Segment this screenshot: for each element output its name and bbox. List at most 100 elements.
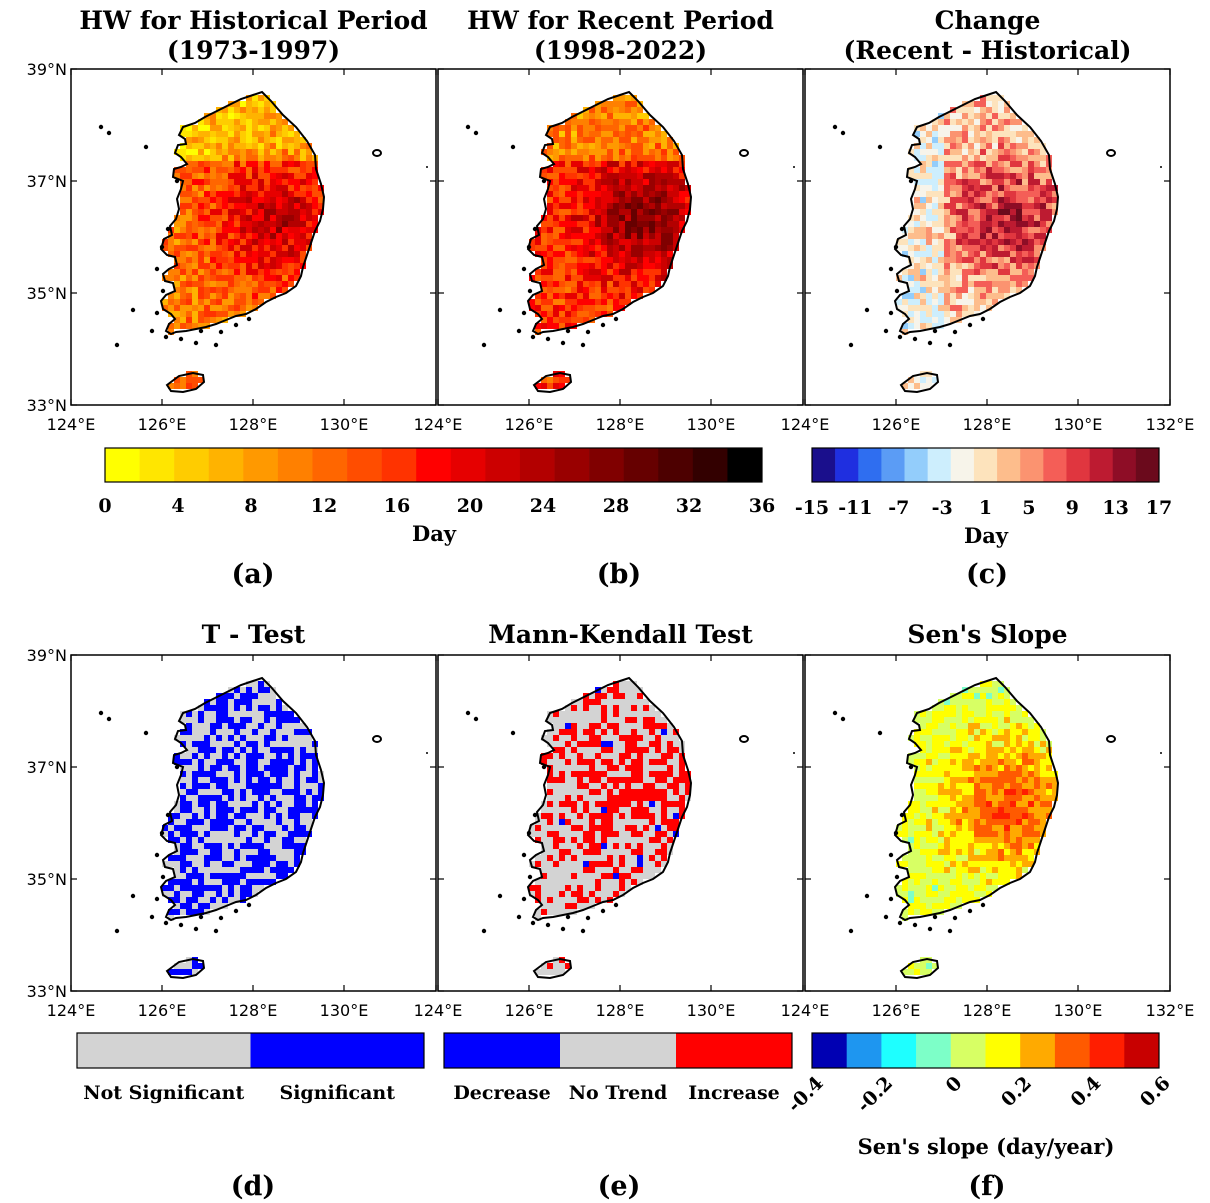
colorbar-swatch <box>881 1033 917 1068</box>
lon-tick-label: 124°E <box>781 415 830 434</box>
island <box>521 266 527 272</box>
lon-tick-label: 124°E <box>47 1001 96 1020</box>
island <box>198 328 204 334</box>
island <box>510 144 516 150</box>
colorbar-swatch <box>1112 448 1137 482</box>
lat-tick-label: 35°N <box>27 870 67 889</box>
grid-cells <box>162 101 318 323</box>
island <box>510 730 516 736</box>
lat-tick-label: 39°N <box>27 60 67 79</box>
island <box>465 124 471 130</box>
panel-b: 124°E 126°E 128°E 130°E HW for Recent Period… <box>414 6 804 434</box>
panel-f-title: Sen's Slope <box>907 620 1067 649</box>
island <box>246 902 252 908</box>
category-label: Decrease <box>453 1082 550 1104</box>
lon-tick-label: 124°E <box>414 1001 463 1020</box>
island <box>165 812 171 818</box>
colorbar-swatch <box>1054 1033 1090 1068</box>
island <box>888 852 894 858</box>
island <box>473 130 479 136</box>
island <box>521 310 527 316</box>
dokdo-island <box>1160 752 1162 754</box>
island <box>174 178 180 184</box>
island <box>497 893 503 899</box>
colorbar-swatch <box>835 448 859 482</box>
colorbar-swatch <box>658 448 694 482</box>
island <box>908 178 914 184</box>
lon-tick-label: 124°E <box>414 415 463 434</box>
island <box>98 124 104 130</box>
island <box>193 926 199 932</box>
island <box>585 915 591 921</box>
panel-b-title: HW for Recent Period <box>467 6 774 35</box>
ulleung-island <box>372 735 382 743</box>
map-c <box>832 90 1162 394</box>
jeju-coastline <box>165 957 206 980</box>
colorbar-frame <box>443 1032 793 1069</box>
grid-cells <box>571 161 691 299</box>
lat-tick-label: 35°N <box>27 284 67 303</box>
colorbar-swatch <box>1124 1033 1160 1068</box>
island <box>159 830 165 836</box>
jeju-coastline <box>899 371 940 394</box>
lon-tick-label: 126°E <box>872 1001 921 1020</box>
grid-cells <box>529 681 691 969</box>
lon-tick-label: 132°E <box>1146 1001 1195 1020</box>
grid-cells <box>529 125 691 383</box>
island <box>883 914 889 920</box>
lon-tick-label: 130°E <box>687 415 736 434</box>
colorbar-e: Decrease No Trend Increase <box>443 1032 793 1104</box>
colorbar-swatch <box>105 448 140 482</box>
grid-cells <box>210 161 324 281</box>
island <box>106 130 112 136</box>
island <box>530 334 536 340</box>
grid-cells <box>980 179 1046 251</box>
dokdo-island <box>793 752 795 754</box>
island <box>840 716 846 722</box>
island <box>143 144 149 150</box>
island <box>165 226 171 232</box>
island <box>580 342 586 348</box>
colorbar-swatch <box>904 448 928 482</box>
island <box>521 852 527 858</box>
colorbar-swatch <box>1020 448 1044 482</box>
island <box>560 340 566 346</box>
panel-c-title: (Recent - Historical) <box>844 36 1132 65</box>
island <box>154 266 160 272</box>
colorbar-swatch <box>243 448 279 482</box>
colorbar-swatch <box>139 448 175 482</box>
island <box>218 329 224 335</box>
lat-tick-label: 33°N <box>27 396 67 415</box>
lat-tick-label: 37°N <box>27 172 67 191</box>
island <box>532 226 538 232</box>
island <box>897 920 903 926</box>
island <box>952 915 958 921</box>
colorbar-swatch <box>1020 1033 1056 1068</box>
island <box>465 710 471 716</box>
colorbar-swatch <box>347 448 382 482</box>
map-f <box>832 676 1162 980</box>
island <box>130 893 136 899</box>
jeju-coastline <box>532 371 573 394</box>
colorbar-swatch <box>450 448 486 482</box>
colorbar-c: -15 -11 -7 -3 1 5 9 13 17 Day <box>795 447 1172 548</box>
ulleung-island <box>739 735 749 743</box>
island <box>213 342 219 348</box>
grid-cells <box>535 161 691 389</box>
island <box>560 926 566 932</box>
panel-c: 124°E 126°E 128°E 130°E 132°E Change(Recent -… <box>781 6 1195 434</box>
panel-f-label: (f) <box>968 1171 1005 1202</box>
island <box>864 307 870 313</box>
ulleung-island <box>372 149 382 157</box>
island <box>178 336 184 342</box>
colorbar-swatch <box>174 448 210 482</box>
lon-tick-label: 128°E <box>963 1001 1012 1020</box>
colorbar-tick-label: 9 <box>1066 497 1079 519</box>
colorbar-swatch <box>950 1033 986 1068</box>
island <box>980 316 986 322</box>
colorbar-tick-label: -0.2 <box>853 1072 898 1117</box>
colorbar-swatch <box>676 1033 793 1068</box>
colorbar-swatch <box>858 448 882 482</box>
